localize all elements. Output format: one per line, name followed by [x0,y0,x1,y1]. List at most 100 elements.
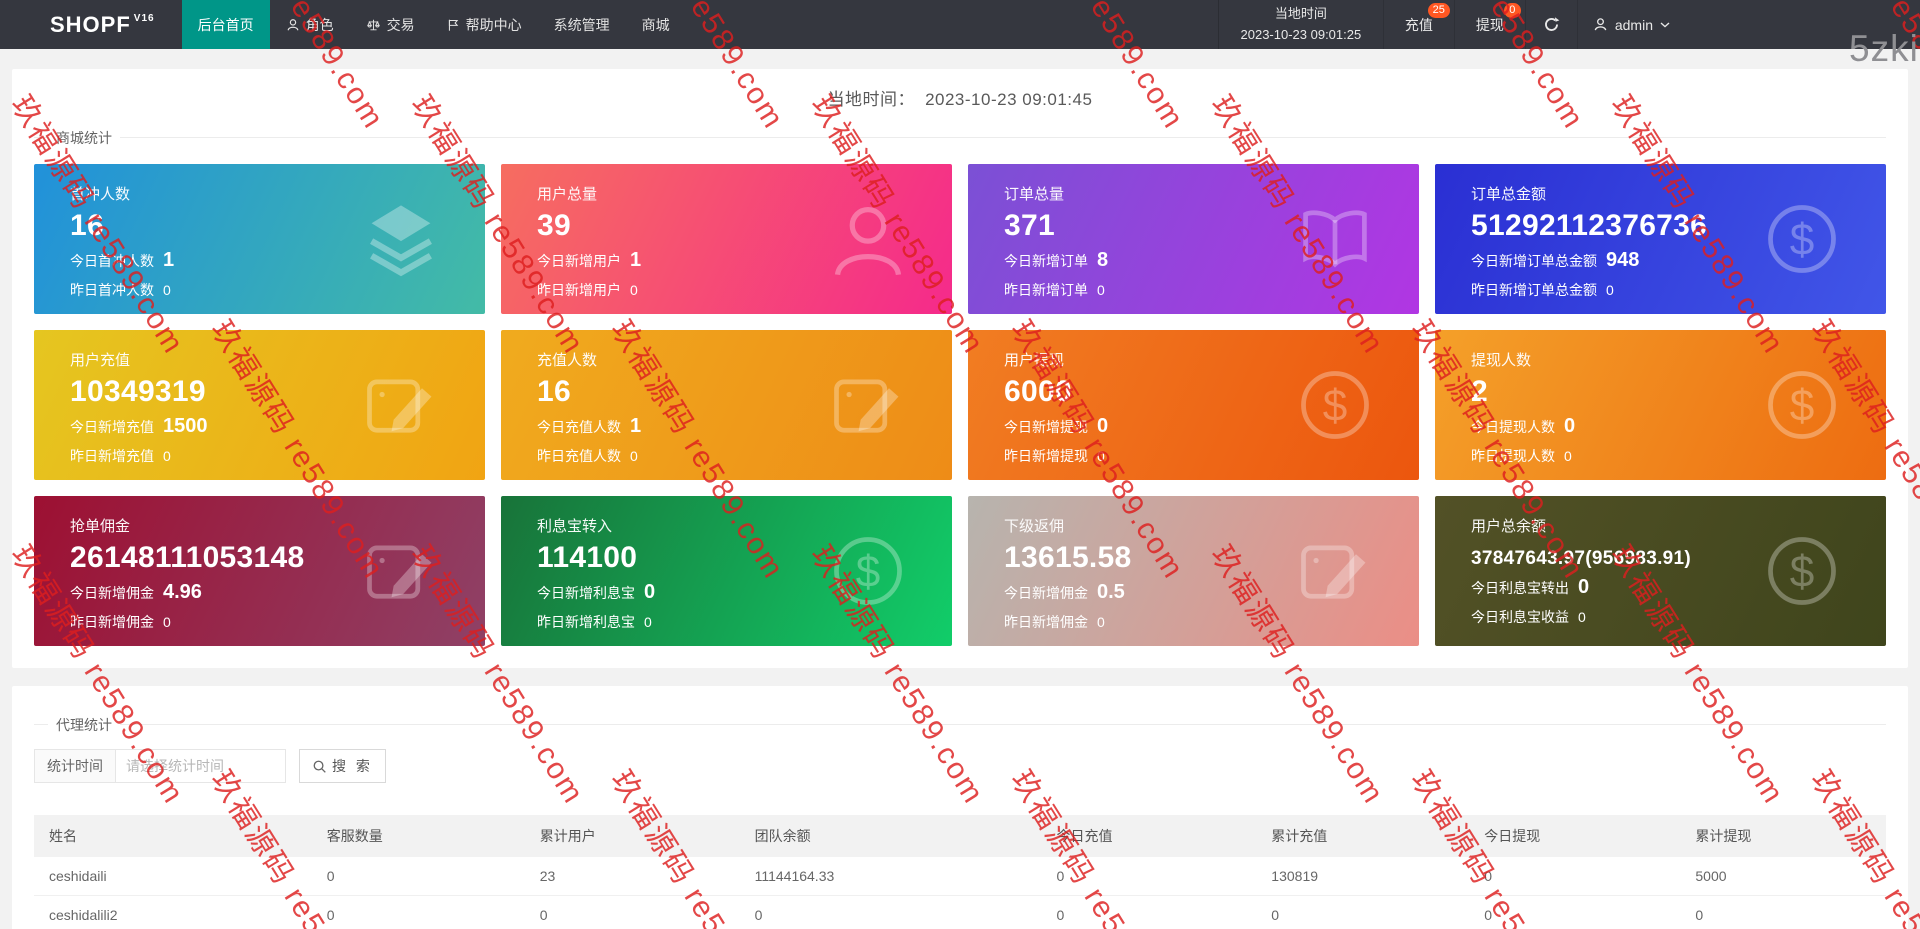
stat-card-user-recharge: 用户充值 10349319 今日新增充值 1500 昨日新增充值 0 [34,330,485,480]
stat-card-yesterday-value: 0 [163,282,171,298]
admin-menu[interactable]: admin [1576,0,1685,49]
stat-card-today-label: 今日新增提现 [1004,419,1088,435]
menu-item-system[interactable]: 系统管理 [538,0,626,49]
stat-card-today-line: 今日新增订单总金额 948 [1471,249,1866,272]
stat-card-today-value: 948 [1606,249,1640,271]
stat-card-yesterday-line: 昨日新增订单 0 [1004,280,1399,300]
table-header-row: 姓名 客服数量 累计用户 团队余额 今日充值 累计充值 今日提现 累计提现 [34,815,1886,857]
search-button[interactable]: 搜 索 [299,749,386,783]
stat-card-title: 订单总金额 [1471,186,1547,203]
stat-card-value: 26148111053148 [70,541,305,574]
menu-item-label: 后台首页 [197,16,254,33]
edit-icon [359,529,443,613]
stat-card-yesterday-value: 0 [163,448,171,464]
stat-card-today-label: 今日利息宝转出 [1471,580,1569,596]
local-time-display: 当地时间 2023-10-23 09:01:25 [1217,0,1383,49]
table-cell: 0 [311,895,525,929]
content-time-value: 2023-10-23 09:01:45 [925,90,1093,109]
user-icon [1593,17,1608,32]
stat-card-yesterday-label: 昨日新增提现 [1004,448,1088,464]
svg-text:$: $ [856,548,881,597]
user-icon [826,197,910,281]
menu-item-label: 商城 [641,16,670,33]
stat-card-yesterday-value: 0 [1578,609,1586,625]
table-cell: 0 [739,895,1042,929]
stat-card-today-label: 今日新增充值 [70,419,154,435]
recharge-button[interactable]: 充值 25 [1382,0,1454,49]
refresh-icon [1543,16,1560,33]
stat-card-today-line: 今日首冲人数 1 [70,249,465,272]
column-header: 累计提现 [1680,815,1886,857]
withdraw-label: 提现 [1475,16,1504,33]
stat-card-today-line: 今日新增利息宝 0 [537,581,932,604]
stat-card-today-line: 今日提现人数 0 [1471,415,1866,438]
stat-card-today-value: 4.96 [163,581,202,603]
dollar-icon: $ [1760,197,1844,281]
chevron-down-icon [1660,21,1670,28]
stat-card-yesterday-value: 0 [1606,282,1614,298]
stat-card-yesterday-line: 昨日提现人数 0 [1471,446,1866,466]
stat-card-yesterday-label: 昨日新增用户 [537,282,621,298]
stat-card-value: 16 [70,209,104,242]
stat-card-yesterday-line: 昨日新增佣金 0 [1004,612,1399,632]
stat-card-title: 用户总量 [537,186,598,203]
stat-card-today-line: 今日利息宝转出 0 [1471,576,1866,599]
column-header: 团队余额 [739,815,1042,857]
withdraw-button[interactable]: 提现 0 [1453,0,1525,49]
stat-card-today-line: 今日充值人数 1 [537,415,932,438]
content-local-time: 当地时间： 2023-10-23 09:01:45 [34,85,1886,110]
stat-card-title: 用户总余额 [1471,518,1547,535]
stat-card-yesterday-line: 昨日充值人数 0 [537,446,932,466]
scales-icon [366,18,381,32]
stat-card-title: 首冲人数 [70,186,131,203]
navbar-right: 当地时间 2023-10-23 09:01:25 充值 25 提现 0 ad [1217,0,1685,49]
stat-card-today-label: 今日新增利息宝 [537,585,635,601]
top-navbar: SHOPF V16 后台首页 角色 交易 帮助中心 系统管理 商城 当地时间 2023-10… [0,0,1920,49]
stat-card-title: 利息宝转入 [537,518,613,535]
stat-card-yesterday-line: 昨日新增用户 0 [537,280,932,300]
stat-card-today-value: 1 [163,249,175,271]
stat-card-recharge-users: 充值人数 16 今日充值人数 1 昨日充值人数 0 [501,330,952,480]
dollar-icon: $ [826,529,910,613]
agent-filter-row: 统计时间 搜 索 [34,749,1886,783]
stat-card-yesterday-line: 昨日首冲人数 0 [70,280,465,300]
stat-card-yesterday-value: 0 [1097,448,1105,464]
menu-item-mall[interactable]: 商城 [626,0,686,49]
column-header: 姓名 [34,815,312,857]
dollar-icon: $ [1760,363,1844,447]
stat-card-yesterday-value: 0 [1097,614,1105,630]
stat-card-value: 51292112376736 [1471,209,1708,242]
table-cell: 130819 [1256,857,1470,896]
dollar-icon: $ [1760,529,1844,613]
table-cell: 11144164.33 [739,857,1042,896]
stat-card-value: 39 [537,209,571,242]
menu-item-roles[interactable]: 角色 [270,0,350,49]
refresh-button[interactable] [1524,0,1577,49]
menu-item-help[interactable]: 帮助中心 [431,0,538,49]
stat-card-yesterday-label: 昨日新增订单总金额 [1471,282,1597,298]
stat-card-today-line: 今日新增提现 0 [1004,415,1399,438]
stat-card-today-line: 今日新增佣金 0.5 [1004,581,1399,604]
stat-card-today-label: 今日首冲人数 [70,253,154,269]
stat-card-total-users: 用户总量 39 今日新增用户 1 昨日新增用户 0 [501,164,952,314]
stat-card-today-label: 今日提现人数 [1471,419,1555,435]
search-icon [312,759,327,774]
stat-card-yesterday-line: 昨日新增佣金 0 [70,612,465,632]
stat-card-yesterday-label: 昨日新增佣金 [1004,614,1088,630]
stat-card-yesterday-line: 昨日新增充值 0 [70,446,465,466]
stat-card-yesterday-value: 0 [1097,282,1105,298]
table-row: ceshidaili 0 23 11144164.33 0 130819 0 5000 [34,857,1886,896]
stat-card-yesterday-label: 昨日首冲人数 [70,282,154,298]
menu-item-home[interactable]: 后台首页 [181,0,270,49]
menu-item-trade[interactable]: 交易 [350,0,431,49]
table-cell: 0 [1469,857,1681,896]
stat-card-yesterday-line: 昨日新增利息宝 0 [537,612,932,632]
stat-card-title: 充值人数 [537,352,598,369]
column-header: 累计充值 [1256,815,1470,857]
stat-card-yesterday-label: 昨日新增利息宝 [537,614,635,630]
stat-card-value: 6000 [1004,375,1072,408]
stat-card-today-line: 今日新增充值 1500 [70,415,465,438]
stat-time-input[interactable] [116,749,286,783]
stat-card-yesterday-label: 今日利息宝收益 [1471,609,1569,625]
stat-card-value: 2 [1471,375,1488,408]
